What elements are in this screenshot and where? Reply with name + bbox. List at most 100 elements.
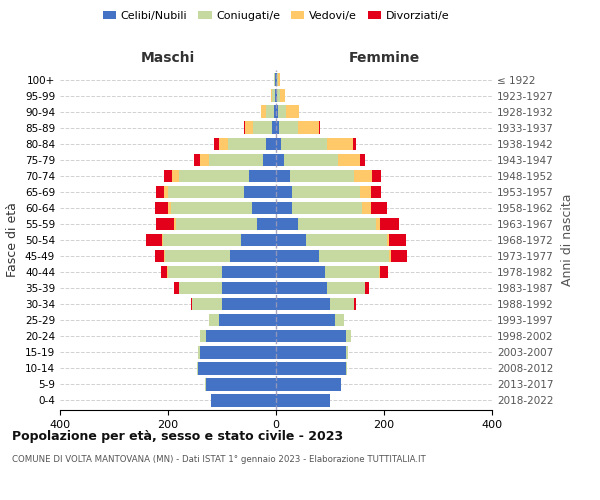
Bar [222, 298, 276, 310]
Bar [146, 234, 161, 246]
Bar [257, 218, 276, 230]
Bar [353, 138, 356, 150]
Text: COMUNE DI VOLTA MANTOVANA (MN) - Dati ISTAT 1° gennaio 2023 - Elaborazione TUTTI: COMUNE DI VOLTA MANTOVANA (MN) - Dati IS… [12, 455, 426, 464]
Bar [229, 138, 266, 150]
Y-axis label: Fasce di età: Fasce di età [7, 202, 19, 278]
Bar [222, 282, 276, 294]
Bar [371, 170, 382, 182]
Legend: Celibi/Nubili, Coniugati/e, Vedovi/e, Divorziati/e: Celibi/Nubili, Coniugati/e, Vedovi/e, Di… [103, 10, 449, 20]
Bar [170, 202, 252, 214]
Bar [276, 346, 346, 358]
Bar [276, 362, 346, 374]
Bar [222, 266, 276, 278]
Bar [219, 138, 229, 150]
Bar [278, 74, 280, 86]
Bar [214, 138, 219, 150]
Bar [200, 330, 206, 342]
Bar [290, 170, 354, 182]
Bar [346, 346, 349, 358]
Bar [197, 362, 198, 374]
Bar [276, 394, 330, 406]
Bar [244, 122, 245, 134]
Bar [276, 218, 298, 230]
Bar [276, 170, 290, 182]
Bar [379, 266, 380, 278]
Bar [179, 170, 249, 182]
Bar [292, 202, 362, 214]
Bar [164, 250, 166, 262]
Bar [276, 74, 277, 86]
Bar [245, 122, 253, 134]
Bar [206, 330, 276, 342]
Bar [262, 106, 266, 118]
Bar [298, 122, 319, 134]
Text: Femmine: Femmine [349, 51, 419, 65]
Bar [206, 378, 276, 390]
Bar [200, 346, 276, 358]
Bar [371, 186, 382, 198]
Bar [276, 250, 319, 262]
Bar [319, 122, 320, 134]
Bar [274, 74, 275, 86]
Bar [278, 122, 298, 134]
Y-axis label: Anni di nascita: Anni di nascita [560, 194, 574, 286]
Bar [389, 234, 406, 246]
Bar [161, 266, 167, 278]
Bar [276, 234, 306, 246]
Bar [354, 298, 356, 310]
Bar [328, 282, 365, 294]
Bar [380, 266, 388, 278]
Bar [276, 314, 335, 326]
Bar [389, 250, 391, 262]
Bar [276, 330, 346, 342]
Bar [338, 154, 360, 166]
Bar [276, 298, 330, 310]
Text: Maschi: Maschi [141, 51, 195, 65]
Bar [253, 122, 272, 134]
Bar [198, 362, 276, 374]
Bar [244, 186, 276, 198]
Bar [209, 314, 220, 326]
Bar [241, 234, 276, 246]
Bar [298, 218, 376, 230]
Bar [286, 106, 299, 118]
Bar [175, 282, 179, 294]
Bar [360, 186, 371, 198]
Bar [376, 218, 380, 230]
Bar [164, 186, 168, 198]
Bar [292, 186, 360, 198]
Bar [387, 234, 389, 246]
Bar [263, 154, 276, 166]
Bar [168, 266, 222, 278]
Bar [391, 250, 407, 262]
Bar [330, 298, 354, 310]
Bar [277, 74, 278, 86]
Bar [191, 298, 193, 310]
Bar [276, 154, 284, 166]
Bar [155, 202, 168, 214]
Bar [266, 106, 274, 118]
Bar [194, 154, 200, 166]
Bar [193, 298, 222, 310]
Bar [276, 90, 277, 102]
Bar [166, 250, 230, 262]
Bar [211, 394, 276, 406]
Bar [365, 282, 370, 294]
Bar [275, 90, 276, 102]
Bar [274, 106, 276, 118]
Bar [172, 170, 179, 182]
Bar [278, 106, 286, 118]
Bar [328, 138, 353, 150]
Bar [346, 362, 347, 374]
Bar [272, 122, 276, 134]
Bar [280, 90, 285, 102]
Bar [276, 266, 325, 278]
Bar [346, 330, 350, 342]
Bar [360, 154, 365, 166]
Bar [271, 90, 272, 102]
Bar [276, 282, 328, 294]
Bar [319, 250, 389, 262]
Bar [266, 138, 276, 150]
Bar [284, 154, 338, 166]
Bar [276, 202, 292, 214]
